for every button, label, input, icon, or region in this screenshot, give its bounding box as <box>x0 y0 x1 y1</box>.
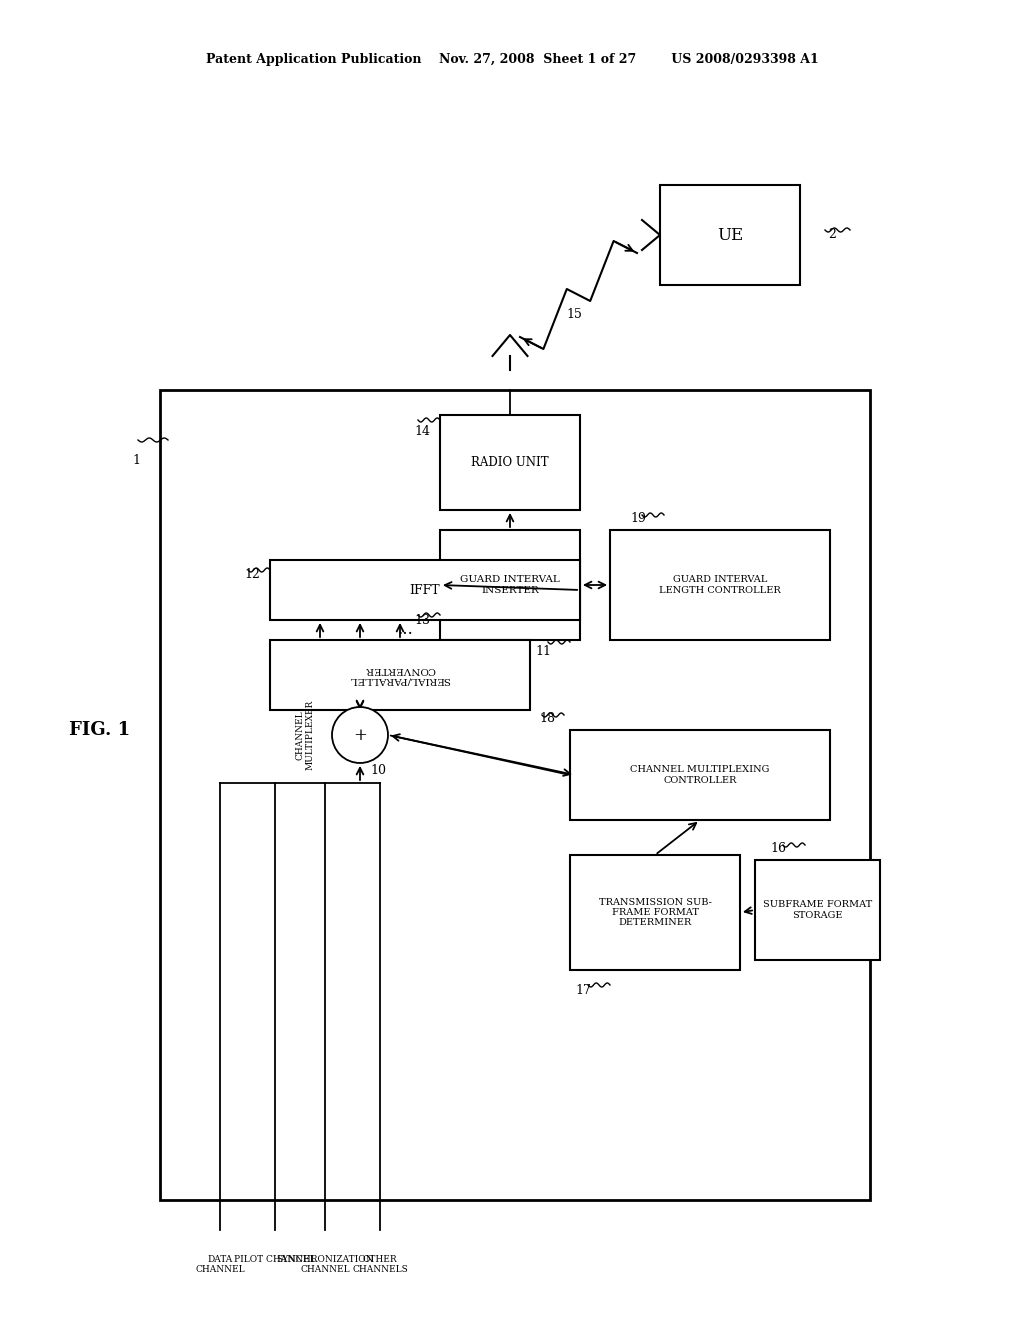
Text: ...: ... <box>397 622 413 639</box>
Circle shape <box>332 708 388 763</box>
Bar <box>270 640 530 710</box>
Text: 12: 12 <box>244 569 260 582</box>
Text: RADIO UNIT: RADIO UNIT <box>471 455 549 469</box>
Text: 16: 16 <box>770 842 786 854</box>
Text: GUARD INTERVAL
LENGTH CONTROLLER: GUARD INTERVAL LENGTH CONTROLLER <box>659 576 781 595</box>
Text: UE: UE <box>717 227 743 243</box>
Bar <box>270 560 580 620</box>
Text: 18: 18 <box>539 711 555 725</box>
Text: SYNCHRONIZATION
CHANNEL: SYNCHRONIZATION CHANNEL <box>276 1255 374 1274</box>
Text: DATA
CHANNEL: DATA CHANNEL <box>196 1255 245 1274</box>
Bar <box>440 414 580 510</box>
Text: CHANNEL MULTIPLEXING
CONTROLLER: CHANNEL MULTIPLEXING CONTROLLER <box>631 766 770 784</box>
Text: 1: 1 <box>132 454 140 466</box>
Text: 15: 15 <box>566 309 582 322</box>
Text: SUBFRAME FORMAT
STORAGE: SUBFRAME FORMAT STORAGE <box>763 900 872 920</box>
Bar <box>755 861 880 960</box>
Bar <box>440 531 580 640</box>
Text: FIG. 1: FIG. 1 <box>70 721 131 739</box>
Bar <box>160 389 870 1200</box>
Bar <box>660 185 800 285</box>
Text: CHANNEL
MULTIPLEXER: CHANNEL MULTIPLEXER <box>295 700 314 770</box>
Bar <box>570 730 830 820</box>
Text: Patent Application Publication    Nov. 27, 2008  Sheet 1 of 27        US 2008/02: Patent Application Publication Nov. 27, … <box>206 54 818 66</box>
Text: GUARD INTERVAL
INSERTER: GUARD INTERVAL INSERTER <box>460 576 560 595</box>
Text: 11: 11 <box>535 645 551 657</box>
Text: +: + <box>353 726 367 743</box>
Text: 10: 10 <box>370 763 386 776</box>
Text: 17: 17 <box>575 983 591 997</box>
Text: PILOT CHANNEL: PILOT CHANNEL <box>234 1255 315 1265</box>
Text: IFFT: IFFT <box>410 583 440 597</box>
Bar <box>570 855 740 970</box>
Text: TRANSMISSION SUB-
FRAME FORMAT
DETERMINER: TRANSMISSION SUB- FRAME FORMAT DETERMINE… <box>599 898 712 928</box>
Bar <box>610 531 830 640</box>
Text: 14: 14 <box>414 425 430 438</box>
Text: 19: 19 <box>630 511 646 524</box>
Text: SERIAL/PARALLEL
CONVERTER: SERIAL/PARALLEL CONVERTER <box>349 665 451 685</box>
Text: OTHER
CHANNELS: OTHER CHANNELS <box>352 1255 408 1274</box>
Text: 13: 13 <box>414 614 430 627</box>
Text: 2: 2 <box>828 228 836 242</box>
